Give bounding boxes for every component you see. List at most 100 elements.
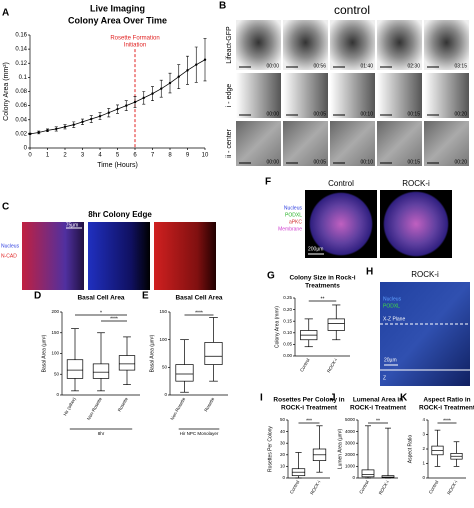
box bbox=[175, 364, 194, 382]
x-tick-label: 3 bbox=[81, 153, 85, 159]
y-axis-label: Rosettes Per Colony bbox=[267, 426, 273, 472]
image bbox=[283, 20, 328, 70]
box bbox=[204, 342, 223, 365]
x-tick-label: Control bbox=[358, 480, 370, 495]
y-axis-label: Colony Area (mm²) bbox=[3, 62, 10, 121]
y-tick-label: 4000 bbox=[345, 429, 356, 434]
y-tick-label: 2000 bbox=[345, 452, 356, 457]
y-tick-label: 1 bbox=[422, 461, 425, 466]
significance: **** bbox=[110, 316, 118, 322]
line bbox=[29, 59, 206, 135]
y-axis-label: Basal Area (µm²) bbox=[41, 334, 47, 372]
y-tick-label: 0.10 bbox=[283, 330, 292, 335]
x-tick-label: ROCK-i bbox=[446, 480, 458, 496]
chart-title: Colony Size in Rock-i bbox=[289, 275, 355, 282]
timestamp: 00:10 bbox=[360, 159, 373, 165]
channel-label: Nucleus bbox=[383, 296, 402, 302]
panel-title: ROCK-i bbox=[402, 179, 430, 188]
x-tick-label: Rosette bbox=[203, 396, 215, 412]
x-tick-label: ROCK-i bbox=[309, 480, 321, 496]
image bbox=[22, 222, 84, 290]
image bbox=[424, 20, 469, 70]
x-tick-label: ROCK-i bbox=[326, 358, 338, 374]
panel-letter: J bbox=[330, 393, 336, 404]
x-tick-label: Non-Rosette bbox=[169, 396, 186, 421]
y-tick-label: 0.05 bbox=[283, 342, 292, 347]
scale-label: 200µm bbox=[308, 246, 323, 252]
chart-title: Lumenal Area in bbox=[353, 397, 403, 404]
timestamp: 01:40 bbox=[360, 63, 373, 69]
annotation: Initiation bbox=[124, 43, 146, 49]
y-tick-label: 3000 bbox=[345, 440, 356, 445]
x-tick-label: 9 bbox=[186, 153, 190, 159]
y-tick-label: 3 bbox=[422, 432, 425, 437]
y-tick-label: 0.1 bbox=[19, 75, 28, 81]
timestamp: 03:15 bbox=[454, 63, 467, 69]
image bbox=[330, 121, 375, 166]
channel-label: aPKC bbox=[289, 219, 302, 225]
significance: ** bbox=[321, 296, 325, 302]
timestamp: 00:56 bbox=[313, 63, 326, 69]
y-tick-label: 4 bbox=[422, 417, 425, 422]
chart-title: Basal Cell Area bbox=[175, 295, 222, 302]
y-tick-label: 50 bbox=[162, 365, 168, 370]
y-tick-label: 100 bbox=[51, 351, 59, 356]
x-tick-label: Control bbox=[428, 480, 440, 495]
panel-letter: F bbox=[265, 177, 271, 188]
significance: **** bbox=[443, 418, 451, 424]
x-tick-label: 0 bbox=[28, 153, 32, 159]
box bbox=[361, 469, 375, 478]
channel-label: Nucleus bbox=[284, 205, 303, 211]
y-tick-label: 50 bbox=[280, 417, 286, 422]
image bbox=[283, 73, 328, 118]
y-tick-label: 200 bbox=[51, 309, 59, 314]
y-tick-label: 0.00 bbox=[283, 353, 292, 358]
image bbox=[330, 73, 375, 118]
image bbox=[377, 73, 422, 118]
x-tick-label: Hir (other) bbox=[62, 396, 77, 416]
image bbox=[309, 192, 373, 256]
y-tick-label: 0.08 bbox=[15, 89, 27, 95]
y-tick-label: 1000 bbox=[345, 464, 356, 469]
x-tick-label: Rosette bbox=[117, 396, 129, 412]
channel-label: PODXL bbox=[285, 212, 302, 218]
chart-subtitle: Treatments bbox=[305, 283, 340, 290]
y-axis-label: Lumen Area (µm²) bbox=[337, 428, 343, 469]
y-tick-label: 150 bbox=[159, 309, 167, 314]
z-label: Z bbox=[383, 375, 386, 381]
annotation: Rosette Formation bbox=[110, 36, 159, 42]
channel-label: Nucleus bbox=[1, 243, 20, 249]
panel-letter: A bbox=[2, 8, 9, 19]
timestamp: 00:15 bbox=[407, 111, 420, 117]
panel-title: control bbox=[334, 3, 370, 17]
chart-title: Live Imaging bbox=[90, 3, 145, 13]
row-label: ii - center bbox=[226, 128, 233, 157]
plane-label: X-Z Plane bbox=[383, 316, 405, 322]
timestamp: 02:30 bbox=[407, 63, 420, 69]
panel-letter: K bbox=[400, 393, 408, 404]
x-tick-label: 7 bbox=[151, 153, 155, 159]
image bbox=[424, 73, 469, 118]
y-tick-label: 0.04 bbox=[15, 117, 27, 123]
box bbox=[381, 475, 395, 479]
x-tick-label: 4 bbox=[98, 153, 102, 159]
y-tick-label: 5000 bbox=[345, 417, 356, 422]
timestamp: 00:20 bbox=[454, 159, 467, 165]
panel-letter: H bbox=[366, 267, 373, 278]
chart-subtitle: ROCK-i Treatment bbox=[419, 405, 474, 412]
chart-title: Basal Cell Area bbox=[77, 295, 124, 302]
scale-label: 20µm bbox=[384, 357, 397, 363]
row-label: Lifeact-GFP bbox=[226, 26, 233, 64]
y-tick-label: 0.06 bbox=[15, 103, 27, 109]
y-axis-label: Aspect Ratio bbox=[407, 435, 413, 464]
y-tick-label: 2 bbox=[422, 446, 425, 451]
timestamp: 00:00 bbox=[266, 159, 279, 165]
box bbox=[118, 355, 136, 371]
panel-letter: G bbox=[267, 271, 275, 282]
box bbox=[66, 359, 84, 379]
box bbox=[327, 318, 345, 331]
y-axis-label: Colony Area (mm²) bbox=[274, 306, 280, 348]
image bbox=[330, 20, 375, 70]
timestamp: 00:00 bbox=[266, 111, 279, 117]
y-tick-label: 0.25 bbox=[283, 295, 292, 300]
